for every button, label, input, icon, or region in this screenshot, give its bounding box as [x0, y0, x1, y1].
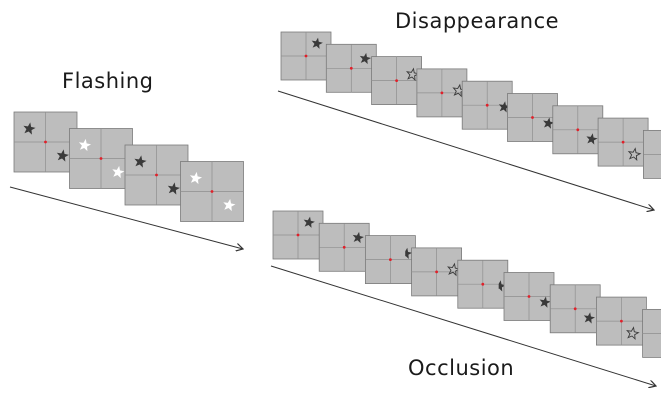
stimulus-frame: [643, 129, 661, 179]
stimulus-frame: [507, 93, 558, 142]
stimulus-frame: [272, 210, 324, 260]
stimulus-frame: [124, 144, 189, 206]
fixation-dot: [621, 140, 625, 144]
stimulus-frame: [318, 222, 370, 272]
fixation-dot: [395, 79, 398, 82]
fixation-dot: [527, 295, 531, 298]
fixation-dot: [531, 116, 534, 119]
white-star-icon: [78, 138, 92, 152]
fixation-dot: [342, 245, 346, 249]
stimulus-frame: [457, 259, 509, 309]
star-icon: [23, 122, 36, 135]
fixation-dot: [296, 233, 300, 237]
stimulus-frame: [411, 247, 463, 297]
star-icon: [583, 312, 596, 324]
stimulus-frame: [642, 308, 661, 358]
fixation-dot: [576, 128, 580, 132]
stimulus-frame: [503, 272, 555, 321]
fixation-dot: [481, 282, 485, 286]
white-star-icon: [112, 165, 125, 179]
disappearance-time-arrow: [277, 90, 654, 210]
stimulus-frame: [180, 161, 244, 222]
white-star-icon: [189, 171, 203, 185]
fixation-dot: [573, 307, 577, 311]
occluded-star-icon: [498, 280, 506, 292]
fixation-dot: [435, 270, 438, 274]
star-icon: [167, 182, 180, 195]
star-icon: [134, 155, 147, 168]
fixation-dot: [210, 190, 214, 193]
flashing-label: Flashing: [62, 69, 154, 93]
stimulus-frame: [13, 111, 78, 173]
star-icon: [498, 101, 511, 113]
fixation-dot: [440, 91, 444, 95]
white-star-icon: [223, 198, 236, 212]
star-icon: [56, 149, 69, 162]
fixation-dot: [389, 258, 392, 261]
stimulus-frame: [416, 68, 468, 118]
fixation-dot: [304, 54, 308, 58]
fixation-dot: [44, 140, 47, 144]
stimulus-frame: [552, 105, 604, 155]
flashing-time-arrow: [9, 186, 243, 249]
occlusion-time-arrow: [270, 265, 656, 386]
stimulus-frame: [364, 235, 416, 285]
star-icon: [359, 52, 372, 65]
stimulus-frame: [549, 284, 601, 334]
fixation-dot: [485, 103, 489, 107]
stimulus-frame: [597, 117, 649, 167]
outline-star-icon: [627, 147, 642, 162]
stimulus-frame: [461, 80, 513, 130]
stimulus-frame: [69, 128, 133, 189]
star-icon: [311, 37, 323, 49]
star-icon: [586, 133, 598, 145]
stimulus-frame: [371, 56, 423, 105]
star-icon: [539, 296, 551, 308]
fixation-dot: [620, 319, 623, 323]
stimulus-frame: [325, 43, 377, 93]
occluded-star-icon: [405, 247, 413, 260]
star-icon: [543, 117, 555, 129]
stimulus-frame: [280, 31, 332, 81]
disappearance-label: Disappearance: [395, 9, 560, 33]
outline-star-icon: [626, 326, 640, 341]
fixation-dot: [349, 66, 353, 70]
star-icon: [352, 231, 364, 244]
star-icon: [303, 216, 315, 228]
fixation-dot: [155, 173, 158, 177]
occlusion-label: Occlusion: [408, 356, 515, 380]
fixation-dot: [99, 157, 103, 160]
stimulus-frame: [596, 296, 647, 346]
